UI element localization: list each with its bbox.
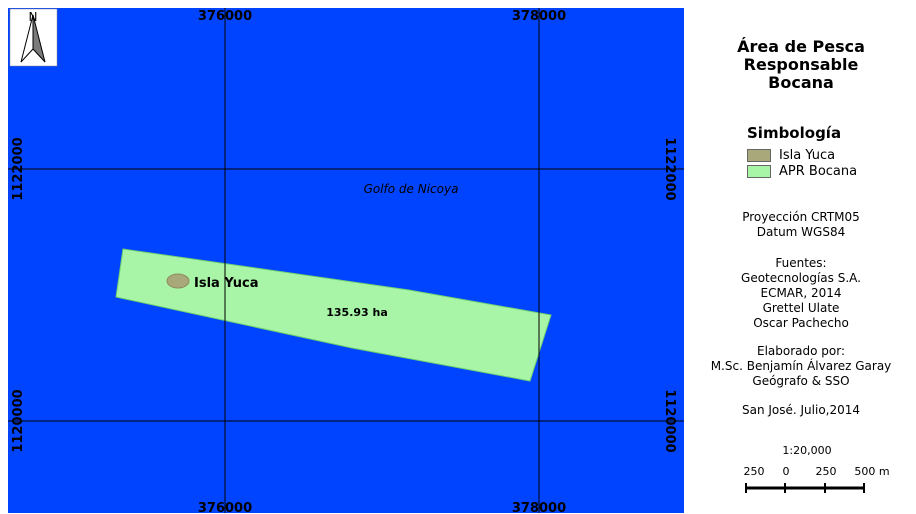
scale-tick-label-3: 250 bbox=[816, 465, 837, 478]
island-label: Isla Yuca bbox=[194, 276, 259, 291]
easting-label-bottom-2: 378000 bbox=[512, 501, 566, 514]
scale-tick-label-2: 0 bbox=[783, 465, 790, 478]
apr-bocana-swatch bbox=[747, 165, 771, 178]
northing-label-right-1: 1122000 bbox=[662, 137, 677, 200]
symbology-heading: Simbología bbox=[747, 124, 842, 142]
north-arrow-icon: N bbox=[9, 8, 58, 67]
legend-item-label: APR Bocana bbox=[779, 164, 858, 179]
water-body-label: Golfo de Nicoya bbox=[364, 182, 459, 196]
sources-info: Fuentes: Geotecnologías S.A. ECMAR, 2014… bbox=[686, 256, 916, 331]
author-line-1: Elaborado por: bbox=[756, 344, 845, 358]
north-label: N bbox=[29, 10, 38, 24]
map-title: Área de Pesca Responsable Bocana bbox=[686, 38, 916, 92]
sources-line-1: Fuentes: bbox=[775, 256, 827, 270]
water-area bbox=[8, 8, 684, 513]
sources-line-2: Geotecnologías S.A. bbox=[741, 271, 861, 285]
place-date: San José. Julio,2014 bbox=[741, 403, 861, 417]
scale-tick-label-4: 500 m bbox=[854, 465, 889, 478]
author-line-2: M.Sc. Benjamín Álvarez Garay bbox=[710, 359, 892, 373]
sources-line-4: Grettel Ulate bbox=[762, 301, 840, 315]
easting-label-top-2: 378000 bbox=[512, 9, 566, 24]
easting-label-bottom-1: 376000 bbox=[198, 501, 252, 514]
projection-line-2: Datum WGS84 bbox=[756, 225, 846, 239]
legend-panel: Área de Pesca Responsable Bocana Simbolo… bbox=[686, 0, 916, 514]
legend-item-label: Isla Yuca bbox=[779, 148, 836, 163]
legend-item-apr-bocana: APR Bocana bbox=[747, 164, 857, 179]
northing-label-right-2: 1120000 bbox=[662, 389, 677, 452]
map-title-line-2: Responsable bbox=[743, 55, 859, 74]
sources-line-3: ECMAR, 2014 bbox=[760, 286, 842, 300]
map-canvas[interactable]: 376000 378000 376000 378000 1122000 1120… bbox=[0, 0, 686, 514]
northing-label-left-1: 1122000 bbox=[11, 137, 26, 200]
legend-item-isla-yuca: Isla Yuca bbox=[747, 148, 835, 163]
projection-line-1: Proyección CRTM05 bbox=[742, 210, 860, 224]
projection-info: Proyección CRTM05 Datum WGS84 bbox=[686, 210, 916, 240]
author-info: Elaborado por: M.Sc. Benjamín Álvarez Ga… bbox=[686, 344, 916, 389]
map-title-line-1: Área de Pesca bbox=[737, 37, 865, 56]
isla-yuca-swatch bbox=[747, 149, 771, 162]
scale-tick-label-1: 250 bbox=[744, 465, 765, 478]
map-title-line-3: Bocana bbox=[768, 73, 834, 92]
scale-bar: 1:20,000 250 0 250 500 m bbox=[744, 444, 890, 493]
scale-ratio: 1:20,000 bbox=[782, 444, 831, 457]
northing-label-left-2: 1120000 bbox=[11, 389, 26, 452]
easting-label-top-1: 376000 bbox=[198, 9, 252, 24]
isla-yuca-shape[interactable] bbox=[166, 273, 190, 289]
sources-line-5: Oscar Pachecho bbox=[753, 316, 849, 330]
area-label: 135.93 ha bbox=[326, 306, 388, 319]
author-line-3: Geógrafo & SSO bbox=[752, 374, 850, 388]
